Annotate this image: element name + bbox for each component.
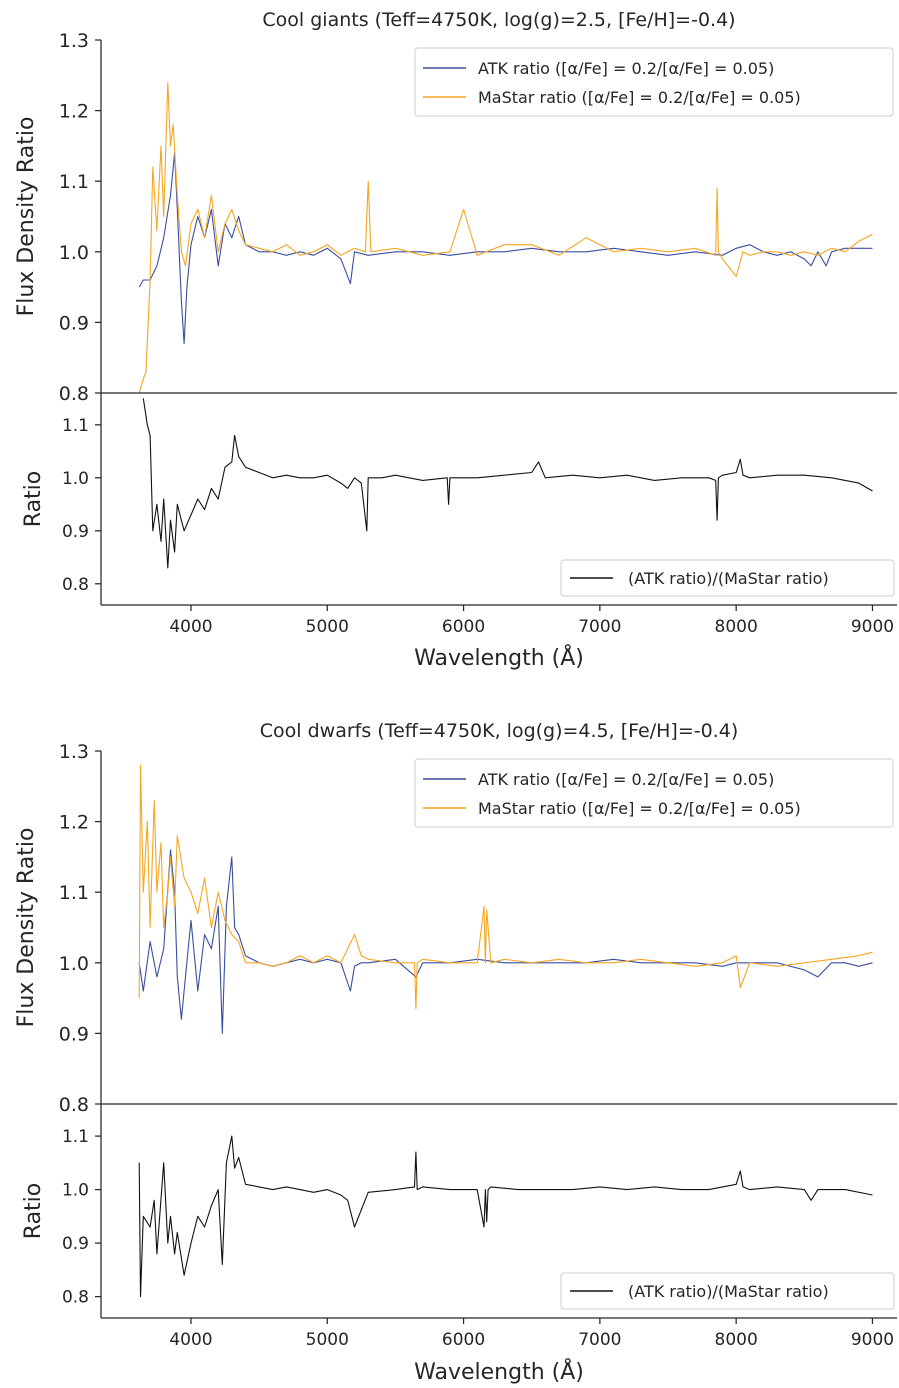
legend-main: ATK ratio ([α/Fe] = 0.2/[α/Fe] = 0.05) Ma… [414, 758, 894, 828]
y-tick-label: 1.1 [59, 171, 89, 193]
y-tick-label: 1.3 [59, 741, 89, 763]
y-axis-label: Flux Density Ratio [14, 117, 39, 317]
series-line-mastar [138, 764, 873, 1010]
y-tick-label: 1.1 [62, 1127, 89, 1147]
y-tick-label: 1.0 [59, 953, 89, 975]
y-tick-label: 1.0 [62, 469, 89, 489]
x-tick-label: 7000 [578, 617, 621, 637]
y-tick-label: 1.1 [62, 416, 89, 436]
x-tick-label: 6000 [442, 1330, 485, 1350]
x-tick-label: 8000 [715, 1330, 758, 1350]
y-tick-label: 0.9 [62, 1234, 89, 1254]
x-tick-label: 9000 [851, 617, 894, 637]
legend-main: ATK ratio ([α/Fe] = 0.2/[α/Fe] = 0.05) Ma… [414, 47, 894, 117]
y-tick-label: 0.8 [62, 575, 89, 595]
x-axis-label: Wavelength (Å) [414, 1358, 584, 1385]
x-axis-label: Wavelength (Å) [414, 644, 584, 671]
x-tick-label: 8000 [715, 617, 758, 637]
x-tick-label: 7000 [578, 1330, 621, 1350]
legend-label: MaStar ratio ([α/Fe] = 0.2/[α/Fe] = 0.05… [478, 88, 801, 107]
y-axis-label: Ratio [21, 1183, 46, 1239]
y-tick-label: 0.9 [59, 1023, 89, 1045]
x-tick-label: 9000 [851, 1330, 894, 1350]
legend-sub: (ATK ratio)/(MaStar ratio) [560, 559, 895, 597]
y-tick-label: 0.8 [59, 1094, 89, 1116]
y-axis-label: Flux Density Ratio [14, 828, 39, 1028]
y-axis-label: Ratio [21, 471, 46, 527]
legend-sub: (ATK ratio)/(MaStar ratio) [560, 1272, 895, 1310]
series-line-ratio [142, 398, 873, 569]
legend-label: MaStar ratio ([α/Fe] = 0.2/[α/Fe] = 0.05… [478, 799, 801, 818]
legend-label: ATK ratio ([α/Fe] = 0.2/[α/Fe] = 0.05) [478, 770, 774, 789]
chart-panel-2: Cool dwarfs (Teff=4750K, log(g)=4.5, [Fe… [14, 720, 897, 1385]
series-line-atk [138, 152, 873, 345]
y-tick-label: 1.2 [59, 101, 89, 123]
series-line-atk [138, 849, 873, 1034]
x-tick-label: 6000 [442, 617, 485, 637]
chart-panel-1: Cool giants (Teff=4750K, log(g)=2.5, [Fe… [14, 9, 897, 671]
chart-title: Cool dwarfs (Teff=4750K, log(g)=4.5, [Fe… [260, 720, 738, 742]
x-tick-label: 4000 [169, 617, 212, 637]
y-tick-label: 0.8 [59, 383, 89, 405]
y-tick-label: 1.0 [59, 242, 89, 264]
y-tick-label: 1.0 [62, 1181, 89, 1201]
chart-title: Cool giants (Teff=4750K, log(g)=2.5, [Fe… [262, 9, 735, 31]
y-tick-label: 1.1 [59, 882, 89, 904]
legend-frame [560, 559, 895, 597]
legend-frame [560, 1272, 895, 1310]
legend-frame [414, 758, 894, 828]
x-tick-label: 4000 [169, 1330, 212, 1350]
x-tick-label: 5000 [306, 617, 349, 637]
y-tick-label: 0.9 [59, 312, 89, 334]
legend-frame [414, 47, 894, 117]
series-line-mastar [138, 81, 873, 394]
series-line-ratio [138, 1135, 873, 1298]
y-tick-label: 0.8 [62, 1288, 89, 1308]
y-tick-label: 1.3 [59, 30, 89, 52]
y-tick-label: 0.9 [62, 522, 89, 542]
legend-label: (ATK ratio)/(MaStar ratio) [628, 569, 829, 588]
legend-label: (ATK ratio)/(MaStar ratio) [628, 1282, 829, 1301]
x-tick-label: 5000 [306, 1330, 349, 1350]
legend-label: ATK ratio ([α/Fe] = 0.2/[α/Fe] = 0.05) [478, 59, 774, 78]
y-tick-label: 1.2 [59, 812, 89, 834]
